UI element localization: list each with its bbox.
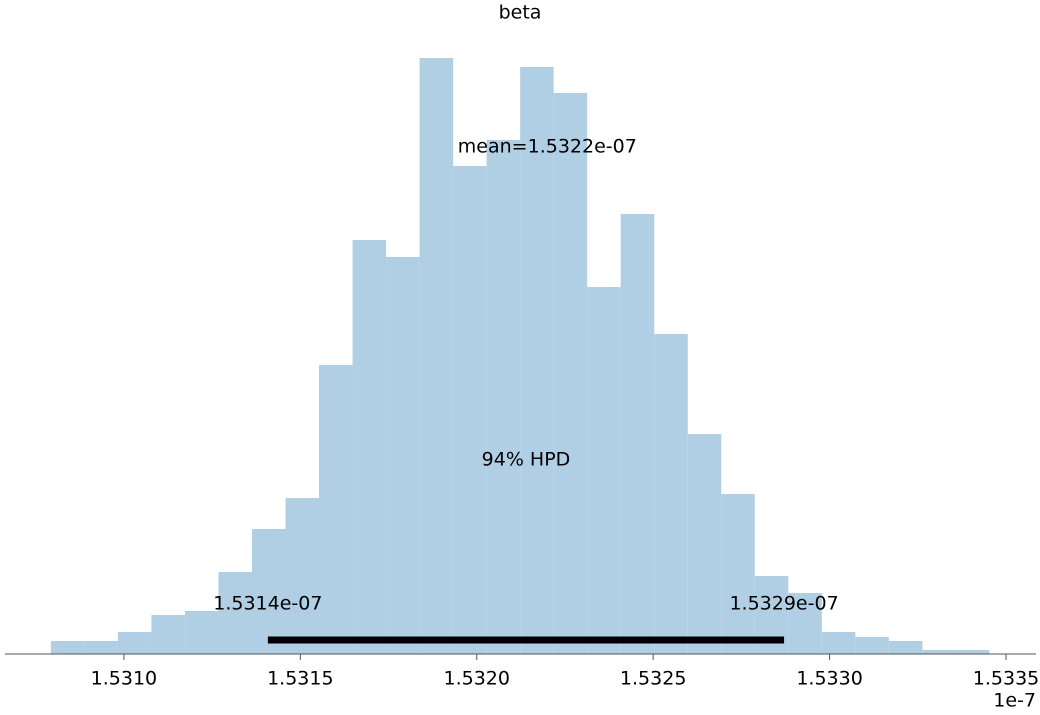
- bar: [553, 93, 588, 654]
- chart-title: beta: [499, 2, 542, 24]
- bar: [888, 641, 923, 654]
- bar: [486, 140, 521, 654]
- mean-label: mean=1.5322e-07: [458, 136, 637, 158]
- x-tick-label: 1.5310: [91, 668, 157, 690]
- bar: [117, 632, 152, 654]
- hpd-label: 94% HPD: [482, 449, 571, 471]
- x-tick-label: 1.5315: [267, 668, 333, 690]
- bar: [151, 615, 185, 654]
- bar: [419, 58, 454, 654]
- bar: [84, 641, 118, 654]
- bar: [50, 641, 85, 654]
- bar: [721, 494, 755, 654]
- x-tick-label: 1.5325: [620, 668, 686, 690]
- hpd-low-label: 1.5314e-07: [213, 593, 322, 615]
- x-tick-label: 1.5320: [444, 668, 510, 690]
- bar: [285, 498, 320, 654]
- bar: [855, 637, 889, 654]
- bar: [453, 166, 487, 654]
- bar: [319, 365, 353, 654]
- bar: [184, 611, 219, 654]
- bar: [955, 650, 990, 654]
- x-tick-label: 1.5330: [796, 668, 862, 690]
- bar: [620, 214, 655, 654]
- hpd-high-label: 1.5329e-07: [729, 593, 838, 615]
- x-offset-label: 1e-7: [993, 690, 1036, 712]
- bar: [352, 240, 387, 654]
- bar: [251, 529, 286, 654]
- bar: [922, 650, 956, 654]
- bar: [821, 632, 856, 654]
- bar: [218, 572, 252, 654]
- x-tick-label: 1.5335: [973, 668, 1039, 690]
- bar: [687, 434, 722, 654]
- bar: [587, 287, 621, 654]
- bar: [788, 593, 822, 654]
- bar: [520, 67, 554, 654]
- bar: [386, 257, 420, 654]
- bar: [654, 334, 688, 654]
